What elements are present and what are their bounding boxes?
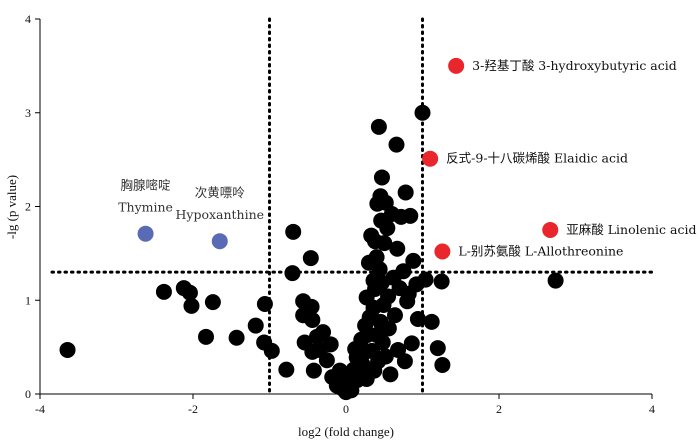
data-point xyxy=(285,223,302,240)
data-point xyxy=(414,104,431,121)
data-point xyxy=(183,297,200,314)
data-point xyxy=(423,313,440,330)
y-tick-label: 2 xyxy=(25,200,31,214)
point-label: 反式-9-十八碳烯酸 Elaidic acid xyxy=(446,151,628,166)
data-point xyxy=(370,118,387,135)
data-point xyxy=(429,340,446,357)
data-point xyxy=(204,294,221,311)
data-point xyxy=(374,334,391,351)
axis-ticks: -4 -2 0 2 4 0 1 2 3 4 xyxy=(25,12,655,416)
x-axis-title: log2 (fold change) xyxy=(298,424,394,439)
data-point xyxy=(417,271,434,288)
data-point xyxy=(376,235,393,252)
data-point xyxy=(305,362,322,379)
x-tick-label: -2 xyxy=(188,402,198,416)
point-label: 次黄嘌呤 xyxy=(195,185,246,200)
scatter-points xyxy=(59,104,564,401)
data-point xyxy=(389,240,406,257)
point-label: 3-羟基丁酸 3-hydroxybutyric acid xyxy=(472,58,677,73)
data-point xyxy=(395,263,412,280)
data-point xyxy=(247,317,264,334)
data-point xyxy=(405,252,422,269)
data-point xyxy=(380,288,397,305)
data-point xyxy=(396,353,413,370)
upregulated-point xyxy=(434,243,451,260)
upregulated-point xyxy=(422,150,439,167)
x-tick-label: -4 xyxy=(35,402,45,416)
data-point xyxy=(368,249,385,266)
data-point xyxy=(409,311,426,327)
data-point xyxy=(371,261,388,278)
data-point xyxy=(379,220,396,237)
data-point xyxy=(380,320,397,337)
y-tick-label: 1 xyxy=(25,293,31,307)
data-point xyxy=(403,335,420,352)
point-label: 亚麻酸 Linolenic acid xyxy=(566,222,696,237)
data-point xyxy=(402,207,419,224)
data-point xyxy=(433,273,450,290)
data-point xyxy=(388,136,405,153)
point-label: 胸腺嘧啶 xyxy=(121,178,172,193)
point-label: Hypoxanthine xyxy=(175,207,264,222)
x-tick-label: 0 xyxy=(343,402,349,416)
data-point xyxy=(318,352,335,369)
point-label: L-别苏氨酸 L-Allothreonine xyxy=(458,244,623,259)
data-point xyxy=(315,324,332,341)
data-point xyxy=(303,298,320,315)
x-tick-label: 4 xyxy=(649,402,655,416)
highlighted-points xyxy=(137,57,559,260)
data-point xyxy=(263,342,280,359)
downregulated-point xyxy=(211,233,228,250)
data-point xyxy=(155,283,172,300)
data-point xyxy=(304,311,321,328)
data-point xyxy=(377,348,394,365)
data-point xyxy=(331,362,348,379)
data-point xyxy=(386,307,403,324)
data-point xyxy=(322,336,339,353)
point-annotations: 3-羟基丁酸 3-hydroxybutyric acid 反式-9-十八碳烯酸 E… xyxy=(118,58,696,259)
downregulated-point xyxy=(137,225,154,242)
data-point xyxy=(373,169,390,186)
y-tick-label: 4 xyxy=(25,12,31,26)
data-point xyxy=(547,272,564,289)
data-point xyxy=(278,361,295,378)
data-point xyxy=(256,296,273,312)
data-point xyxy=(397,184,414,201)
data-point xyxy=(284,265,301,282)
upregulated-point xyxy=(542,221,559,238)
upregulated-point xyxy=(448,57,465,74)
data-point xyxy=(59,341,76,358)
y-axis-title: -lg (p value) xyxy=(4,175,19,239)
x-tick-label: 2 xyxy=(496,402,502,416)
data-point xyxy=(302,250,319,267)
y-tick-label: 0 xyxy=(25,387,31,401)
y-tick-label: 3 xyxy=(25,106,31,120)
data-point xyxy=(382,366,399,383)
point-label: Thymine xyxy=(118,200,173,215)
threshold-lines xyxy=(50,17,654,396)
data-point xyxy=(181,284,198,301)
data-point xyxy=(198,328,215,345)
data-point xyxy=(434,356,451,373)
data-point xyxy=(228,329,245,346)
